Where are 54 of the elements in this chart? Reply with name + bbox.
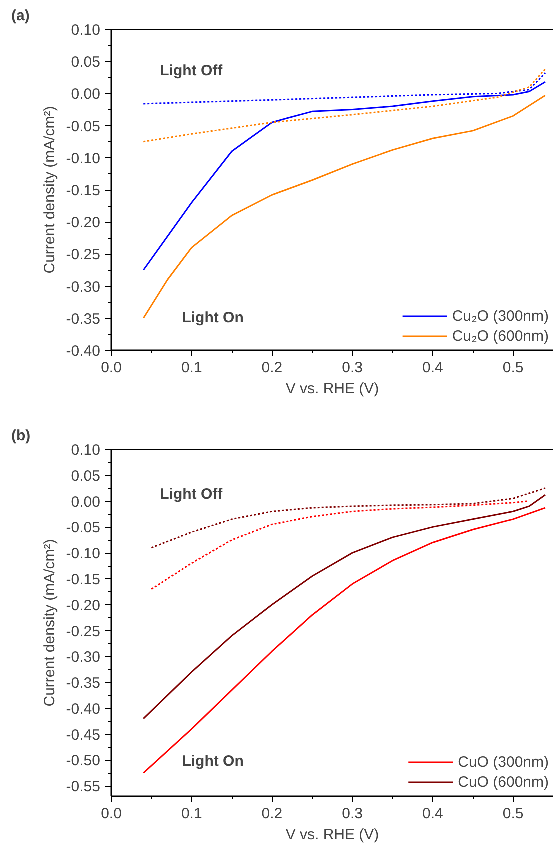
x-tick-label: 0.5 xyxy=(502,806,524,822)
x-tick-label: 0.5 xyxy=(502,360,524,376)
x-tick-label: 0.3 xyxy=(342,806,364,822)
y-tick-label: -0.10 xyxy=(66,150,101,168)
legend-label: Cu₂O (300nm) xyxy=(452,308,549,324)
y-tick-label: 0.00 xyxy=(71,86,101,104)
y-axis-title: Current density (mA/cm²) xyxy=(41,539,58,707)
x-tick-label: 0.1 xyxy=(181,360,202,376)
y-tick-label: 0.10 xyxy=(71,22,101,39)
line-series xyxy=(142,507,546,774)
y-axis-title: Current density (mA/cm²) xyxy=(41,106,58,274)
x-tick-label: 0.2 xyxy=(262,360,283,376)
line-series xyxy=(150,500,530,590)
y-tick-label: -0.05 xyxy=(66,520,101,537)
y-tick-label: -0.20 xyxy=(66,597,101,614)
y-tick-label: -0.20 xyxy=(66,214,101,232)
x-tick-label: 0.2 xyxy=(262,806,283,822)
x-tick-label: 0.0 xyxy=(101,360,122,376)
y-tick-label: -0.45 xyxy=(66,726,101,744)
y-tick-label: -0.25 xyxy=(66,623,101,640)
y-tick-label: -0.10 xyxy=(66,546,101,563)
annotation: Light On xyxy=(182,310,244,326)
x-tick-label: 0.3 xyxy=(342,360,364,376)
y-tick-label: 0.00 xyxy=(71,494,101,511)
x-tick-label: 0.1 xyxy=(181,806,202,822)
y-tick-label: 0.05 xyxy=(71,54,101,72)
x-axis-title: V vs. RHE (V) xyxy=(286,380,380,398)
y-tick-label: -0.30 xyxy=(66,278,101,296)
x-tick-label: 0.0 xyxy=(101,806,122,822)
x-axis-title: V vs. RHE (V) xyxy=(286,826,380,844)
legend-label: Cu₂O (600nm) xyxy=(452,328,549,344)
y-tick-label: -0.50 xyxy=(66,752,101,770)
legend-label: CuO (600nm) xyxy=(458,774,549,790)
x-tick-label: 0.4 xyxy=(422,360,444,376)
y-tick-label: -0.55 xyxy=(66,778,101,796)
line-series xyxy=(150,488,546,549)
y-tick-label: -0.40 xyxy=(66,343,101,360)
annotation: Light On xyxy=(182,752,244,770)
annotation: Light Off xyxy=(160,486,224,504)
y-tick-label: -0.05 xyxy=(66,118,101,136)
y-tick-label: -0.30 xyxy=(66,649,101,666)
chart-title: (b) xyxy=(12,428,31,444)
chart-title: (a) xyxy=(12,8,30,24)
y-tick-label: -0.15 xyxy=(66,571,101,588)
annotation: Light Off xyxy=(160,62,224,80)
x-tick-label: 0.4 xyxy=(422,806,444,822)
y-tick-label: -0.25 xyxy=(66,246,101,264)
y-tick-label: -0.35 xyxy=(66,675,101,692)
y-tick-label: 0.05 xyxy=(71,468,101,485)
legend-label: CuO (300nm) xyxy=(458,754,549,770)
y-tick-label: 0.10 xyxy=(71,442,101,459)
y-tick-label: -0.40 xyxy=(66,700,101,718)
y-tick-label: -0.35 xyxy=(66,310,101,328)
y-tick-label: -0.15 xyxy=(66,182,101,200)
